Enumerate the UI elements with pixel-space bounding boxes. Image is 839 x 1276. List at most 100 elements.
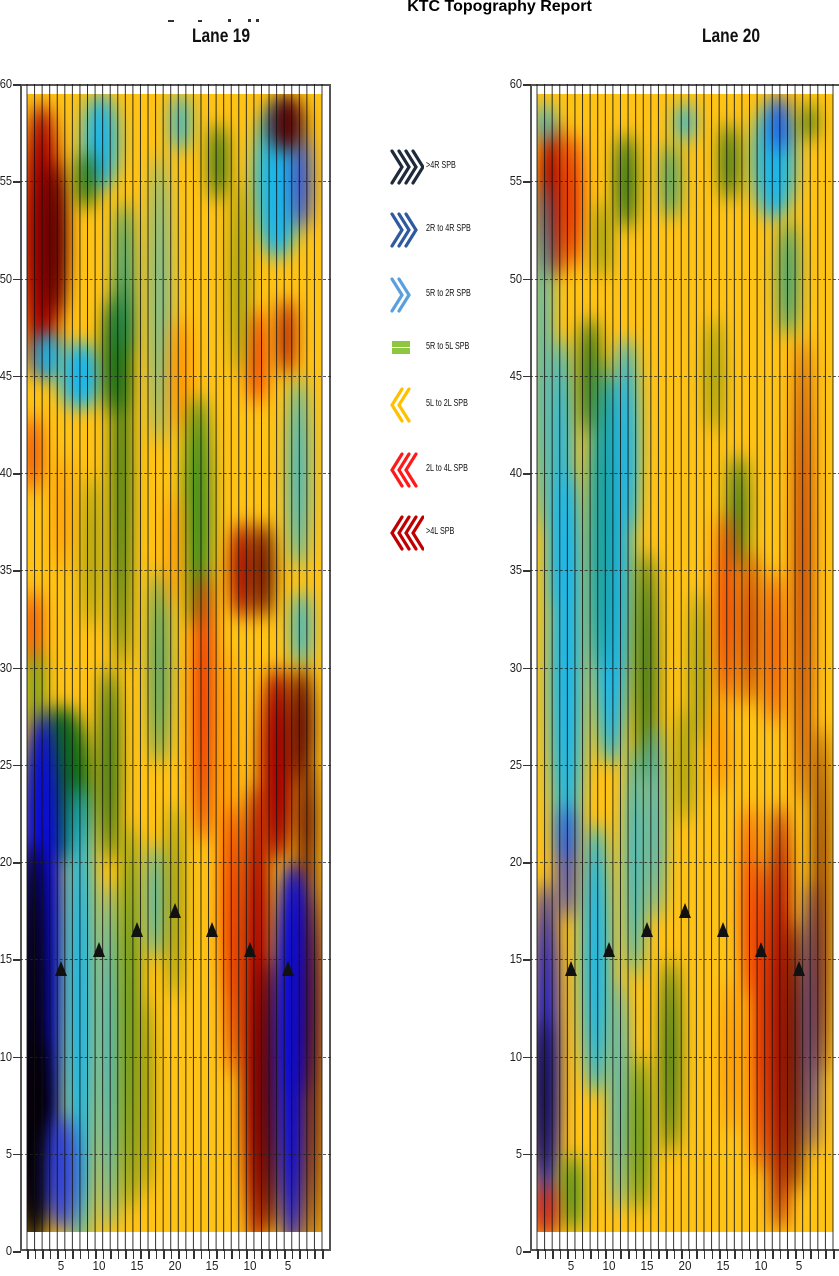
x-tick — [79, 1249, 82, 1259]
x-tick — [261, 1249, 263, 1259]
x-tick — [64, 1249, 67, 1259]
gridline — [530, 764, 839, 766]
x-tick — [688, 1249, 691, 1259]
y-tick-label: 10 — [509, 1048, 522, 1064]
contour-region — [633, 1056, 648, 1213]
x-tick — [779, 1249, 782, 1259]
x-tick — [185, 1249, 188, 1259]
y-tick-label: 20 — [0, 854, 13, 869]
contour-region — [612, 978, 628, 1213]
y-tick — [523, 862, 531, 864]
contour-region — [153, 152, 166, 444]
x-tick — [605, 1249, 607, 1259]
x-tick — [163, 1249, 165, 1259]
faint-subtitle-marks — [168, 19, 259, 22]
x-tick — [817, 1249, 820, 1259]
contour-region — [84, 472, 100, 629]
x-tick — [711, 1249, 714, 1259]
contour-region — [713, 696, 728, 794]
gridline — [530, 278, 839, 280]
x-tick — [299, 1249, 301, 1259]
x-tick-label: 10 — [754, 1258, 768, 1273]
contour-region — [537, 181, 551, 532]
contour-region — [249, 307, 265, 405]
equals-bar-icon — [392, 341, 410, 354]
x-tick — [666, 1249, 668, 1259]
contour-region — [41, 161, 66, 318]
contour-region — [538, 103, 554, 143]
gridline — [20, 375, 331, 377]
x-tick — [291, 1249, 294, 1259]
gridline — [20, 473, 331, 474]
legend-item: >4L SPB — [388, 513, 488, 563]
x-tick — [764, 1249, 767, 1259]
y-tick — [13, 570, 21, 572]
contour-region — [292, 589, 311, 668]
contour-region — [27, 1037, 51, 1232]
y-tick — [13, 181, 21, 183]
gridline — [20, 667, 331, 669]
contour-region — [196, 920, 212, 1193]
lane-20-title: Lane 20 — [702, 26, 761, 47]
contour-region — [594, 200, 610, 279]
arrow-marker-triangle-icon — [565, 960, 578, 976]
contour-region — [29, 648, 42, 726]
x-tick — [650, 1249, 653, 1259]
gridline — [20, 862, 331, 863]
heatmap-surface — [537, 93, 833, 1232]
y-tick-label: 35 — [0, 562, 13, 578]
x-tick — [216, 1249, 218, 1259]
x-tick — [559, 1249, 562, 1259]
x-tick — [643, 1249, 645, 1259]
contour-region — [648, 725, 663, 921]
x-tick — [734, 1249, 736, 1259]
chevron-right-x3-icon — [390, 212, 418, 248]
x-tick — [567, 1249, 569, 1259]
x-tick — [284, 1249, 286, 1259]
y-tick — [523, 1056, 531, 1058]
x-tick — [170, 1249, 173, 1259]
contour-region — [27, 589, 39, 668]
x-tick-label: 15 — [205, 1258, 219, 1273]
x-tick — [125, 1249, 127, 1259]
y-tick — [13, 278, 21, 280]
arrow-marker-triangle-icon — [716, 922, 729, 938]
legend-item: 2R to 4R SPB — [388, 210, 488, 260]
y-tick — [13, 473, 21, 475]
y-tick-label: 20 — [509, 854, 522, 869]
contour-region — [137, 998, 153, 1193]
y-tick-label: 60 — [0, 76, 13, 91]
x-tick-label: 20 — [167, 1258, 182, 1273]
chevron-left-x3-icon — [390, 452, 418, 488]
contour-region — [537, 1017, 549, 1174]
y-tick — [523, 181, 531, 183]
y-tick-label: 30 — [509, 659, 522, 675]
gridline — [530, 375, 839, 377]
legend-label: 5R to 5L SPB — [426, 341, 470, 352]
x-tick — [276, 1249, 279, 1259]
y-tick — [523, 667, 531, 669]
gridline — [530, 570, 839, 572]
contour-region — [744, 803, 757, 999]
heatmap-surface — [27, 93, 322, 1232]
y-tick-label: 35 — [509, 562, 522, 578]
lane-19-title: Lane 19 — [192, 26, 251, 47]
contour-region — [803, 103, 816, 143]
y-tick-label: 5 — [5, 1145, 12, 1161]
x-tick — [719, 1249, 721, 1259]
y-tick-label: 25 — [0, 756, 13, 772]
contour-region — [724, 978, 740, 1135]
contour-region — [722, 122, 737, 201]
contour-region — [563, 1153, 582, 1232]
y-tick-label: 40 — [509, 465, 522, 480]
y-tick-label: 45 — [509, 367, 522, 383]
contour-region — [279, 297, 294, 376]
x-tick — [772, 1249, 774, 1259]
legend-label: 5R to 2R SPB — [426, 288, 471, 299]
contour-region — [171, 93, 190, 153]
arrow-marker-triangle-icon — [792, 960, 805, 976]
report-title: KTC Topography Report — [407, 0, 592, 15]
x-tick — [178, 1249, 180, 1259]
arrow-marker-triangle-icon — [754, 941, 767, 957]
x-tick — [102, 1249, 105, 1259]
